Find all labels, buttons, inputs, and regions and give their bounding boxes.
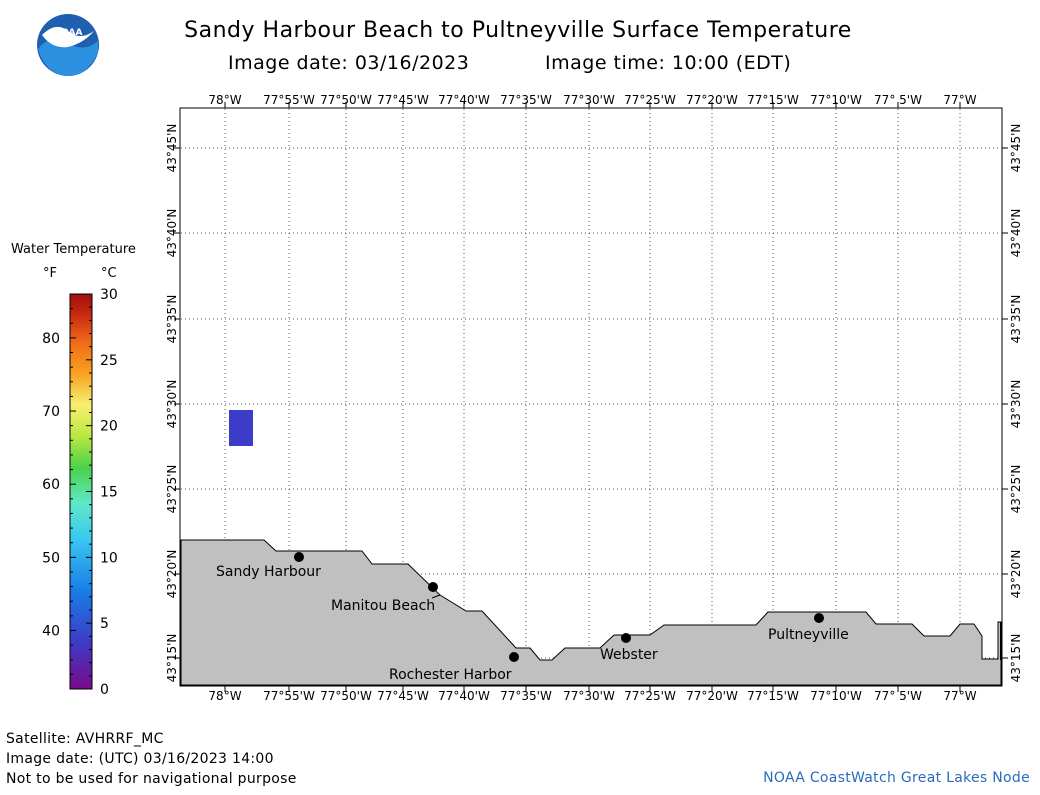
lon-label-bottom: 77°50'W [320,689,372,703]
lon-label-top: 77°15'W [747,93,799,107]
lon-label-bottom: 77°45'W [377,689,429,703]
legend-title: Water Temperature [11,242,136,257]
place-labels: Sandy Harbour Manitou Beach Rochester Ha… [216,564,849,683]
lon-label-bottom: 77°15'W [747,689,799,703]
lat-label-right: 43°40'N [1009,209,1023,258]
place-dot-pultneyville [814,613,824,623]
lon-label-top: 77°20'W [686,93,738,107]
lat-label-left: 43°15'N [165,634,179,683]
place-dot-webster [621,633,631,643]
lon-label-top: 77°55'W [263,93,315,107]
place-dot-sandy-harbour [294,552,304,562]
water-temp-patch [229,410,253,446]
cbar-c-label: 20 [100,419,118,435]
cbar-f-label: 60 [42,477,60,493]
image-time: Image time: 10:00 (EDT) [545,52,792,74]
lat-label-left: 43°30'N [165,380,179,429]
lat-label-right: 43°15'N [1009,634,1023,683]
cbar-c-label: 0 [100,682,109,698]
lon-label-bottom: 77°W [943,689,976,703]
cbar-c-label: 30 [100,287,118,303]
disclaimer: Not to be used for navigational purpose [6,771,297,787]
place-label-pultneyville: Pultneyville [768,627,849,643]
credit: NOAA CoastWatch Great Lakes Node [763,770,1030,786]
place-label-sandy-harbour: Sandy Harbour [216,564,321,580]
lat-label-left: 43°40'N [165,209,179,258]
lat-label-left: 43°45'N [165,124,179,173]
lon-label-bottom: 77°30'W [563,689,615,703]
lon-label-top: 77°25'W [624,93,676,107]
lon-label-top: 77°10'W [810,93,862,107]
lon-label-bottom: 77°40'W [438,689,490,703]
place-dot-manitou-beach [428,582,438,592]
place-label-manitou-beach: Manitou Beach [331,598,435,614]
page-title: Sandy Harbour Beach to Pultneyville Surf… [184,18,852,43]
cbar-c-label: 5 [100,616,109,632]
lon-label-bottom: 77° 5'W [874,689,922,703]
place-label-webster: Webster [600,647,658,663]
lon-label-top: 77°40'W [438,93,490,107]
cbar-c-label: 25 [100,353,118,369]
place-dot-rochester-harbor [509,652,519,662]
logo-text: NOAA [54,28,83,38]
lat-label-left: 43°20'N [165,550,179,599]
place-markers [294,552,824,662]
cbar-f-label: 50 [42,550,60,566]
image-date: Image date: 03/16/2023 [228,52,470,74]
lon-label-bottom: 77°35'W [500,689,552,703]
lat-label-right: 43°35'N [1009,295,1023,344]
lon-label-top: 77°W [943,93,976,107]
land-shoreline [180,539,1002,686]
legend-unit-c: °C [101,266,117,281]
cbar-f-label: 70 [42,404,60,420]
lon-label-top: 77°50'W [320,93,372,107]
legend-unit-f: °F [43,266,57,281]
lon-label-bottom: 77°55'W [263,689,315,703]
lat-label-right: 43°30'N [1009,380,1023,429]
cbar-f-label: 80 [42,331,60,347]
lat-label-right: 43°45'N [1009,124,1023,173]
lon-label-bottom: 77°25'W [624,689,676,703]
cbar-f-label: 40 [42,623,60,639]
lon-label-bottom: 78°W [208,689,241,703]
cbar-c-label: 15 [100,485,118,501]
utc-date: Image date: (UTC) 03/16/2023 14:00 [6,751,274,767]
lon-label-top: 77°35'W [500,93,552,107]
lat-label-right: 43°25'N [1009,465,1023,514]
lon-label-bottom: 77°10'W [810,689,862,703]
satellite-info: Satellite: AVHRRF_MC [6,731,164,747]
place-label-rochester-harbor: Rochester Harbor [389,667,512,683]
lat-label-left: 43°25'N [165,465,179,514]
lon-label-bottom: 77°20'W [686,689,738,703]
lon-label-top: 78°W [208,93,241,107]
lat-label-left: 43°35'N [165,295,179,344]
cbar-c-label: 10 [100,550,118,566]
lon-label-top: 77° 5'W [874,93,922,107]
lat-label-right: 43°20'N [1009,550,1023,599]
noaa-logo: NOAA [37,14,99,77]
lon-label-top: 77°30'W [563,93,615,107]
lon-label-top: 77°45'W [377,93,429,107]
